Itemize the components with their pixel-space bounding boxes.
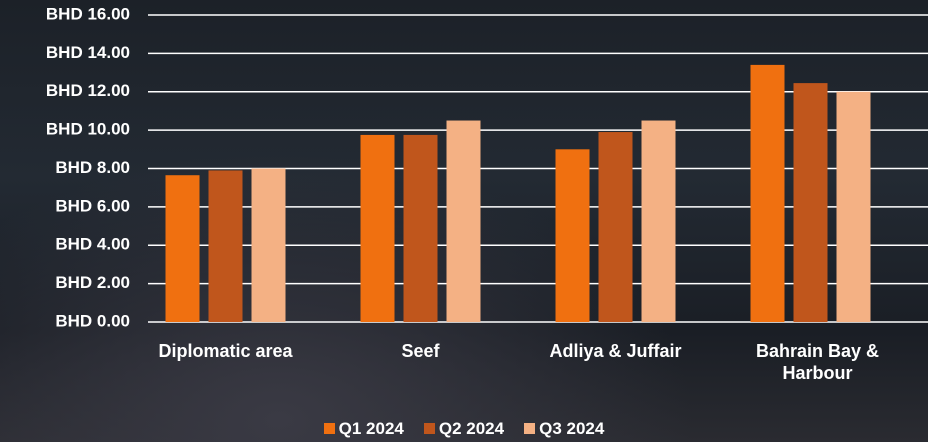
bar	[794, 83, 828, 322]
y-tick-label: BHD 14.00	[46, 43, 130, 62]
legend: Q1 2024 Q2 2024 Q3 2024	[0, 419, 928, 439]
bar	[404, 135, 438, 322]
y-tick-label: BHD 16.00	[46, 4, 130, 23]
bar	[599, 132, 633, 322]
bar	[252, 169, 286, 323]
chart: BHD 0.00 BHD 2.00 BHD 4.00 BHD 6.00 BHD 8.00…	[0, 0, 928, 442]
y-tick-label: BHD 4.00	[55, 235, 130, 254]
y-tick-label: BHD 8.00	[55, 158, 130, 177]
legend-swatch	[424, 423, 435, 434]
bar	[642, 121, 676, 322]
bar	[447, 121, 481, 322]
bar	[361, 135, 395, 322]
bar	[209, 170, 243, 322]
legend-item: Q1 2024	[324, 419, 404, 439]
legend-swatch	[324, 423, 335, 434]
y-tick-label: BHD 2.00	[55, 273, 130, 292]
y-tick-label: BHD 0.00	[55, 311, 130, 330]
x-tick-label: Adliya & Juffair	[521, 340, 711, 362]
legend-swatch	[524, 423, 535, 434]
bar	[837, 92, 871, 322]
y-tick-label: BHD 6.00	[55, 196, 130, 215]
bar	[751, 65, 785, 322]
y-tick-label: BHD 12.00	[46, 81, 130, 100]
legend-label: Q1 2024	[339, 419, 404, 438]
x-tick-label: Diplomatic area	[131, 340, 321, 362]
y-tick-label: BHD 10.00	[46, 120, 130, 139]
x-tick-label: Bahrain Bay & Harbour	[728, 340, 908, 384]
bar	[556, 149, 590, 322]
legend-item: Q3 2024	[524, 419, 604, 439]
legend-label: Q3 2024	[539, 419, 604, 438]
legend-item: Q2 2024	[424, 419, 504, 439]
bar	[166, 175, 200, 322]
legend-label: Q2 2024	[439, 419, 504, 438]
x-tick-label: Seef	[326, 340, 516, 362]
